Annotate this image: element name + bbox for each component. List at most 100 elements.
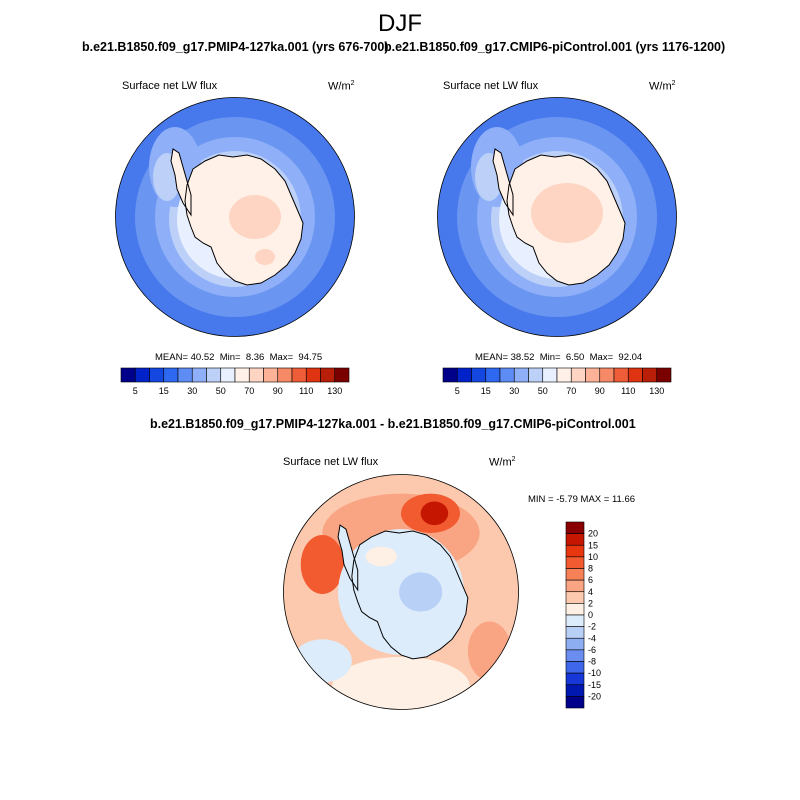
panel1-colorbar-tick-label: 15: [159, 386, 169, 396]
panel1-colorbar-swatch: [234, 367, 250, 383]
diff-colorbar-tick-label: 6: [588, 575, 593, 585]
diff-map-boundary: [283, 474, 519, 710]
panel2-units: W/m2: [649, 80, 676, 93]
panel1-colorbar-tick-label: 70: [244, 386, 254, 396]
panel1-title: b.e21.B1850.f09_g17.PMIP4-127ka.001 (yrs…: [82, 40, 389, 54]
panel1-map-boundary: [115, 97, 355, 337]
antarctic-peninsula: [171, 149, 191, 215]
diff-colorbar-swatch: [565, 544, 585, 558]
panel1-colorbar-tick-label: 50: [216, 386, 226, 396]
diff-colorbar-swatch: [565, 649, 585, 662]
diff-panel-variable: Surface net LW flux: [283, 456, 379, 468]
antarctica-coastline: [506, 154, 626, 286]
diff-colorbar-swatch: [565, 661, 585, 674]
diff-colorbar-swatch: [565, 591, 585, 604]
panel1-colorbar-tick-label: 130: [327, 386, 342, 396]
panel1-colorbar-swatch: [220, 367, 236, 383]
season-title: DJF: [378, 10, 422, 37]
diff-colorbar-tick-label: 8: [588, 564, 593, 574]
panel2-colorbar-swatch: [442, 367, 458, 383]
panel1-map-field: [115, 97, 355, 337]
panel2-map-land-contour: [531, 183, 603, 243]
panel2-colorbar-swatch: [485, 367, 501, 383]
panel2-colorbar-swatch: [599, 367, 615, 383]
diff-colorbar-tick-label: -10: [588, 668, 601, 678]
diff-map-antarctica: [337, 524, 469, 660]
panel1-colorbar-swatch: [163, 367, 179, 383]
panel1-map-antarctica: [170, 148, 304, 286]
panel1-colorbar: 5 15 30 50 70 90 110 130: [120, 367, 350, 396]
diff-colorbar-tick-label: -20: [588, 691, 601, 701]
diff-colorbar-tick-label: -15: [588, 680, 601, 690]
panel2-colorbar-tick-label: 15: [481, 386, 491, 396]
diff-map-contour-region: [292, 639, 352, 683]
panel2-colorbar-swatch: [656, 367, 672, 383]
diff-colorbar-tick-label: -6: [588, 645, 596, 655]
panel2-colorbar-tick-label: 90: [595, 386, 605, 396]
panel2-colorbar-tick-label: 50: [538, 386, 548, 396]
diff-colorbar-swatch: [565, 637, 585, 651]
panel2-map-field: [437, 97, 677, 337]
panel2-map-antarctica: [492, 148, 626, 286]
antarctica-coastline: [184, 154, 304, 286]
diff-colorbar-swatch: [565, 579, 585, 593]
panel2-colorbar-swatch: [556, 367, 572, 383]
panel2-colorbar-tick-label: 110: [621, 386, 635, 396]
diff-panel-polar-map: [283, 474, 519, 710]
panel2-colorbar-tick-label: 5: [455, 386, 460, 396]
panel1-colorbar-swatch: [177, 367, 193, 383]
diff-panel-title: b.e21.B1850.f09_g17.PMIP4-127ka.001 - b.…: [150, 417, 636, 431]
panel2-title: b.e21.B1850.f09_g17.CMIP6-piControl.001 …: [384, 40, 726, 54]
panel1-colorbar-swatch: [149, 367, 165, 383]
panel2-colorbar-swatch: [542, 367, 558, 383]
panel2-colorbar-swatch: [585, 367, 601, 383]
panel1-colorbar-swatch: [305, 367, 321, 383]
diff-colorbar-tick-label: -2: [588, 622, 596, 632]
diff-colorbar-swatch: [565, 614, 585, 627]
diff-colorbar-tick-label: 15: [588, 540, 598, 550]
diff-colorbar-tick-label: 10: [588, 552, 598, 562]
diff-map-land-contour: [365, 546, 398, 567]
panel2-colorbar-swatch: [456, 367, 472, 383]
panel1-colorbar-swatch: [134, 367, 150, 383]
panel1-colorbar-swatch: [191, 367, 207, 383]
panel2-stats: MEAN= 38.52 Min= 6.50 Max= 92.04: [475, 352, 643, 363]
antarctic-peninsula: [493, 149, 513, 215]
diff-map-field: [283, 474, 519, 710]
panel1-variable: Surface net LW flux: [122, 80, 218, 92]
panel2-colorbar-swatch: [613, 367, 629, 383]
panel2-colorbar-swatch: [642, 367, 658, 383]
diff-colorbar-swatch: [565, 568, 585, 581]
diff-colorbar-tick-label: 2: [588, 598, 593, 608]
panel2-colorbar-tick-label: 70: [566, 386, 576, 396]
diff-panel-stats: MIN = -5.79 MAX = 11.66: [528, 494, 636, 505]
diff-colorbar-swatch: [565, 696, 585, 709]
panel1-stats: MEAN= 40.52 Min= 8.36 Max= 94.75: [155, 352, 323, 363]
panel1-colorbar-tick-label: 30: [187, 386, 197, 396]
diff-colorbar-swatch: [565, 626, 585, 639]
diff-map-contour-region: [420, 501, 449, 526]
diff-colorbar-swatch: [565, 672, 585, 686]
diff-colorbar-swatch: [565, 684, 585, 697]
diff-map-contour-region: [467, 621, 512, 681]
diff-colorbar-tick-label: 4: [588, 587, 593, 597]
diff-colorbar-swatch: [565, 556, 585, 569]
diff-panel-units: W/m2: [489, 456, 516, 469]
panel1-colorbar-tick-label: 5: [133, 386, 138, 396]
panel1-colorbar-swatch: [291, 367, 307, 383]
panel1-colorbar-swatch: [277, 367, 293, 383]
diff-map-contour-region: [300, 534, 344, 594]
panel1-map-land-contour: [255, 249, 275, 265]
diff-colorbar-tick-label: 20: [588, 529, 598, 539]
antarctic-peninsula: [338, 525, 358, 591]
panel2-colorbar-swatch: [513, 367, 529, 383]
peninsula-coastline: [170, 148, 192, 217]
diff-colorbar-tick-label: -4: [588, 633, 596, 643]
panel1-colorbar-swatch: [334, 367, 350, 383]
panel2-colorbar-swatch: [570, 367, 586, 383]
peninsula-coastline: [337, 524, 359, 592]
panel1-colorbar-swatch: [120, 367, 136, 383]
diff-colorbar-tick-label: 0: [588, 610, 593, 620]
peninsula-coastline: [492, 148, 514, 217]
